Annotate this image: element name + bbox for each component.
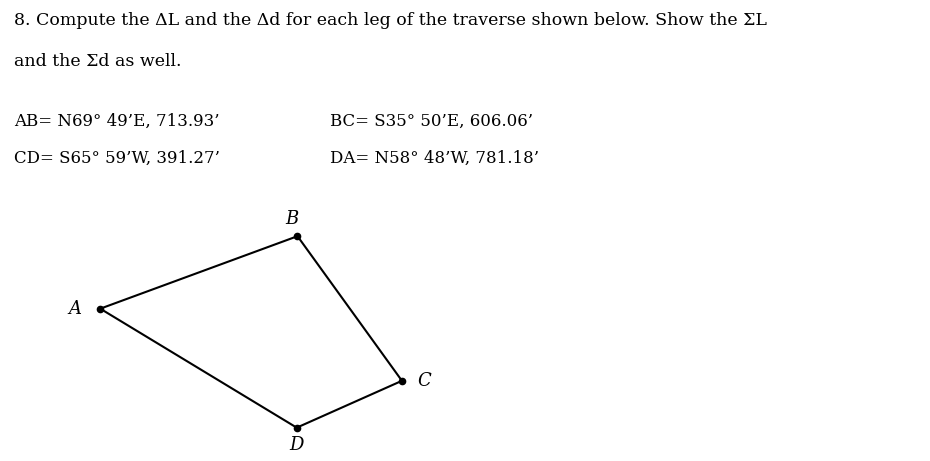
Text: C: C xyxy=(418,372,432,390)
Text: and the Σd as well.: and the Σd as well. xyxy=(14,53,181,70)
Text: A: A xyxy=(68,300,81,318)
Text: DA= N58° 48’W, 781.18’: DA= N58° 48’W, 781.18’ xyxy=(330,150,539,167)
Text: BC= S35° 50’E, 606.06’: BC= S35° 50’E, 606.06’ xyxy=(330,113,533,130)
Text: AB= N69° 49’E, 713.93’: AB= N69° 49’E, 713.93’ xyxy=(14,113,219,130)
Text: CD= S65° 59’W, 391.27’: CD= S65° 59’W, 391.27’ xyxy=(14,150,220,167)
Text: 8. Compute the ΔL and the Δd for each leg of the traverse shown below. Show the : 8. Compute the ΔL and the Δd for each le… xyxy=(14,12,767,29)
Text: D: D xyxy=(289,436,304,454)
Text: B: B xyxy=(285,210,299,228)
